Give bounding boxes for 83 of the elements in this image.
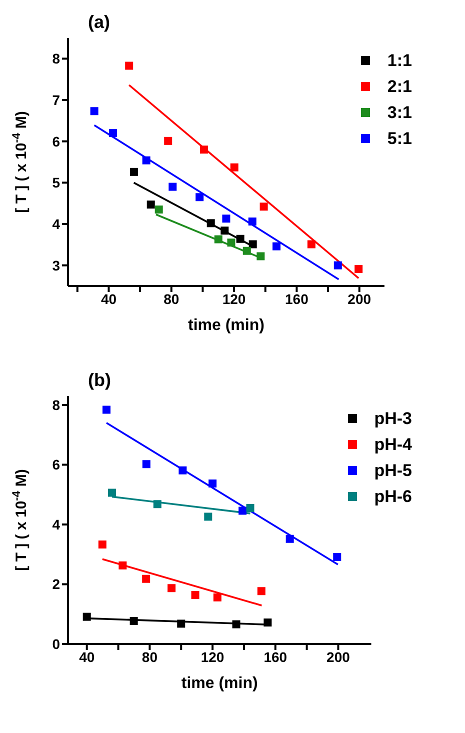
x-tick-label: 80 bbox=[142, 648, 158, 665]
legend-label: 1:1 bbox=[387, 51, 412, 71]
point bbox=[168, 584, 176, 592]
y-tick-label: 8 bbox=[52, 50, 60, 67]
point bbox=[108, 488, 116, 497]
point bbox=[146, 200, 155, 209]
y-tick-label: 2 bbox=[52, 576, 60, 592]
point bbox=[222, 214, 230, 223]
x-tick-label: 80 bbox=[164, 290, 180, 307]
y-tick-label: 3 bbox=[52, 257, 60, 274]
point bbox=[333, 553, 342, 562]
point bbox=[153, 500, 162, 508]
point bbox=[248, 240, 257, 248]
point bbox=[220, 226, 229, 235]
y-tick-label: 7 bbox=[52, 92, 60, 108]
x-tick-label: 160 bbox=[285, 290, 309, 307]
chart-title: (a) bbox=[88, 12, 110, 33]
point bbox=[118, 561, 127, 570]
x-tick-label: 160 bbox=[264, 648, 288, 665]
point bbox=[307, 240, 316, 248]
point bbox=[200, 146, 208, 154]
point bbox=[286, 534, 294, 543]
point bbox=[256, 252, 265, 260]
point bbox=[242, 246, 251, 255]
point bbox=[142, 460, 150, 468]
point bbox=[98, 540, 106, 548]
y-tick-label: 6 bbox=[52, 133, 60, 150]
y-tick-label: 0 bbox=[52, 636, 60, 652]
legend-label: 5:1 bbox=[387, 129, 412, 149]
point bbox=[230, 163, 238, 172]
y-tick-label: 4 bbox=[52, 516, 60, 532]
point bbox=[214, 235, 222, 244]
y-tick-label: 5 bbox=[52, 174, 60, 191]
point bbox=[196, 193, 204, 202]
point bbox=[164, 136, 172, 145]
point bbox=[238, 506, 247, 515]
point bbox=[142, 156, 150, 164]
point bbox=[236, 234, 244, 243]
point bbox=[334, 261, 342, 270]
point bbox=[206, 219, 215, 228]
x-axis-title: time (min) bbox=[181, 675, 258, 692]
point bbox=[246, 504, 254, 512]
point bbox=[108, 129, 117, 138]
point bbox=[227, 238, 236, 247]
point bbox=[191, 591, 200, 599]
chart-title: (b) bbox=[88, 370, 111, 391]
point bbox=[257, 587, 266, 596]
point bbox=[354, 265, 363, 274]
x-axis-title: time (min) bbox=[188, 317, 264, 334]
point bbox=[125, 62, 134, 70]
point bbox=[232, 620, 240, 628]
point bbox=[168, 182, 177, 191]
x-tick-label: 200 bbox=[348, 290, 372, 307]
x-tick-label: 40 bbox=[100, 290, 117, 307]
point bbox=[90, 107, 98, 116]
point bbox=[130, 168, 138, 176]
legend-label: pH-4 bbox=[374, 435, 412, 455]
legend-label: pH-5 bbox=[374, 461, 412, 481]
x-tick-label: 40 bbox=[79, 648, 95, 665]
y-tick-label: 8 bbox=[52, 396, 60, 413]
y-tick-label: 4 bbox=[52, 216, 60, 232]
point bbox=[142, 574, 150, 583]
point bbox=[82, 612, 91, 621]
point bbox=[272, 242, 280, 250]
point bbox=[204, 512, 212, 521]
point bbox=[154, 206, 163, 214]
point bbox=[248, 218, 256, 226]
x-tick-label: 120 bbox=[200, 648, 224, 665]
point bbox=[177, 620, 186, 628]
legend-label: pH-3 bbox=[374, 409, 412, 429]
legend-label: 3:1 bbox=[387, 103, 412, 123]
point bbox=[264, 618, 272, 626]
legend-label: 2:1 bbox=[387, 77, 412, 97]
x-tick-label: 200 bbox=[326, 648, 350, 665]
legend-label: pH-6 bbox=[374, 487, 412, 507]
point bbox=[178, 466, 187, 474]
point bbox=[208, 480, 217, 488]
point bbox=[260, 202, 268, 211]
x-tick-label: 120 bbox=[222, 290, 246, 307]
point bbox=[102, 406, 110, 414]
point bbox=[130, 616, 138, 625]
point bbox=[213, 593, 222, 602]
y-tick-label: 6 bbox=[52, 456, 60, 473]
